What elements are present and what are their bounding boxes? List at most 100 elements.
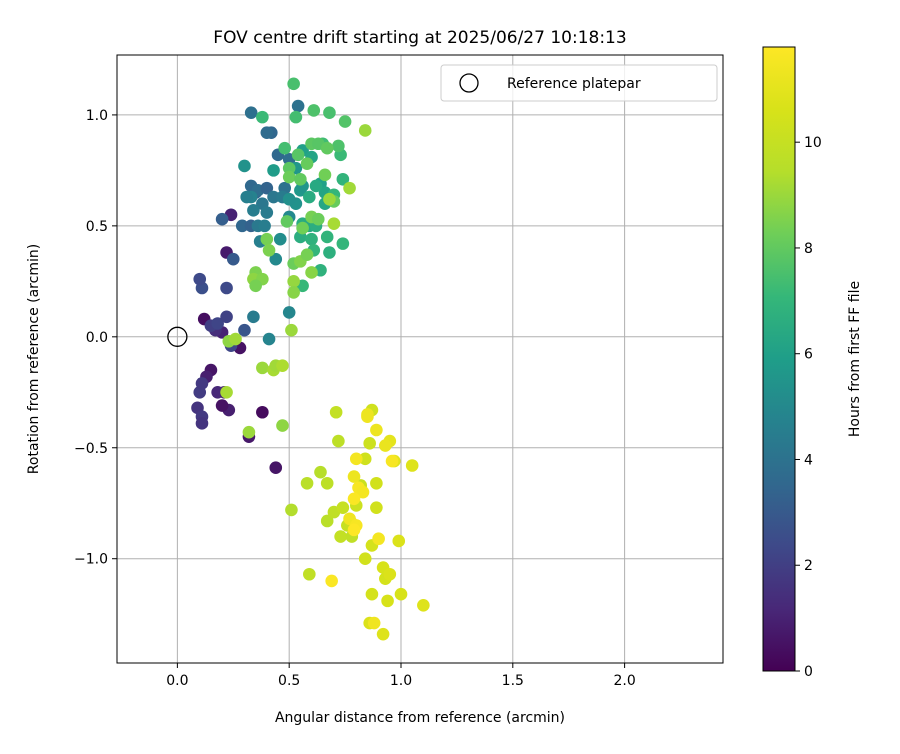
data-point [320, 141, 334, 155]
data-point [323, 192, 336, 206]
data-point [229, 332, 242, 346]
data-point [242, 425, 256, 439]
data-point [347, 492, 361, 506]
data-point [300, 157, 314, 171]
data-point [347, 470, 361, 483]
data-point [287, 286, 300, 299]
data-point [195, 377, 209, 390]
data-point [365, 587, 379, 601]
data-point [381, 594, 394, 608]
data-point [260, 126, 274, 139]
grid [117, 55, 723, 663]
data-point [240, 190, 253, 204]
data-point [383, 567, 397, 581]
legend: Reference platepar [440, 64, 718, 102]
data-point [267, 164, 280, 177]
data-point [318, 168, 332, 182]
data-point [215, 212, 229, 226]
data-point [193, 272, 207, 286]
data-point [332, 139, 345, 153]
reference-marker-group [167, 326, 188, 347]
x-axis-label: Angular distance from reference (arcmin) [275, 710, 565, 726]
data-point [314, 465, 327, 479]
data-point [347, 523, 361, 537]
data-point [320, 230, 334, 244]
data-point [325, 574, 338, 588]
chart-title: FOV centre drift starting at 2025/06/27 … [213, 28, 626, 48]
data-point [269, 252, 283, 266]
x-tick-label: 0.0 [166, 673, 188, 689]
data-point [296, 221, 309, 235]
legend-marker-icon [459, 73, 479, 93]
data-point [260, 206, 274, 219]
data-point [273, 232, 287, 246]
data-point [311, 212, 325, 226]
data-point [305, 266, 318, 279]
data-point [334, 530, 347, 543]
data-point [256, 361, 269, 375]
data-point [379, 439, 392, 452]
x-tick-label: 1.5 [502, 673, 524, 689]
data-point [405, 459, 419, 472]
colorbar-tick-label: 0 [804, 664, 813, 680]
data-point [329, 405, 343, 419]
data-point [376, 627, 390, 641]
colorbar-tick-label: 8 [804, 241, 813, 257]
data-point [294, 172, 307, 186]
data-point [323, 246, 336, 259]
data-point [289, 110, 303, 124]
data-point [282, 161, 296, 175]
data-point [220, 281, 233, 295]
data-point [349, 452, 363, 466]
data-point [249, 279, 262, 293]
data-point [394, 587, 408, 601]
data-point [276, 359, 289, 372]
data-point [256, 110, 269, 124]
x-tick-label: 0.5 [278, 673, 300, 689]
data-point [370, 501, 383, 514]
data-point [417, 599, 430, 612]
data-point [260, 181, 274, 195]
data-point [238, 159, 251, 173]
data-point [343, 181, 356, 195]
data-point [262, 332, 276, 346]
data-point [282, 306, 296, 319]
y-axis-ticks: −1.0 −0.5 0.0 0.5 1.0 [74, 108, 117, 568]
data-point [235, 219, 249, 233]
data-point [370, 423, 383, 437]
data-point [358, 552, 372, 566]
data-point [372, 532, 385, 546]
data-point [220, 385, 233, 399]
data-point [220, 310, 233, 324]
data-point [336, 501, 350, 514]
data-point [262, 243, 276, 257]
data-point [363, 437, 376, 450]
y-tick-label: 0.5 [86, 219, 108, 235]
y-tick-label: 1.0 [86, 108, 108, 124]
data-points [191, 77, 430, 641]
colorbar-tick-label: 6 [804, 347, 813, 363]
data-point [285, 323, 298, 337]
data-point [332, 434, 345, 448]
x-tick-label: 2.0 [613, 673, 635, 689]
data-point [215, 399, 229, 412]
data-point [226, 252, 240, 266]
legend-box [440, 64, 718, 102]
data-point [392, 534, 406, 548]
data-point [280, 215, 294, 228]
colorbar-tick-label: 4 [804, 452, 813, 468]
data-point [305, 232, 318, 246]
data-point [282, 170, 296, 184]
data-point [307, 104, 321, 117]
data-point [323, 106, 336, 119]
data-point [244, 106, 258, 119]
data-point [282, 192, 296, 206]
data-point [303, 190, 316, 204]
colorbar-ticks: 0 2 4 6 8 10 [795, 135, 822, 680]
reference-platepar-marker [167, 326, 188, 347]
data-point [300, 476, 314, 490]
data-point [370, 476, 383, 490]
data-point [327, 217, 341, 230]
data-point [287, 77, 300, 91]
data-point [358, 452, 372, 466]
